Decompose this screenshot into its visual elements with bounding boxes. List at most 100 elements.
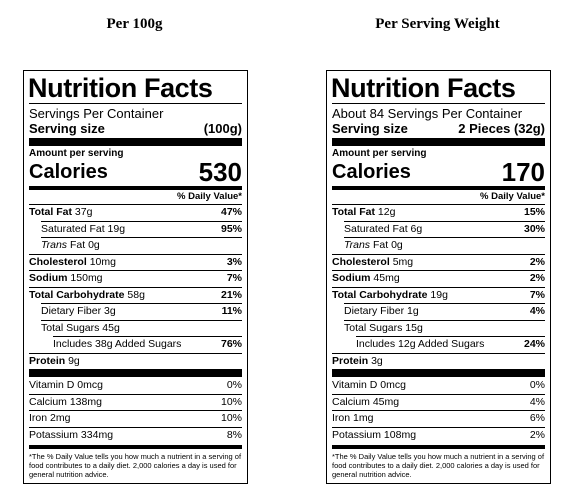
- vitamin-name: Vitamin D 0mcg: [29, 379, 103, 391]
- nutrition-label-per-serving: Nutrition Facts About 84 Servings Per Co…: [326, 70, 551, 484]
- nutrient-name: Cholesterol: [29, 255, 87, 268]
- nutrition-facts-title: Nutrition Facts: [28, 73, 213, 103]
- nutrient-dv: 3%: [226, 255, 242, 268]
- medium-divider: [332, 445, 545, 449]
- nutrient-name: Total Sugars 15g: [344, 321, 423, 334]
- nutrient-dv: 24%: [523, 338, 545, 350]
- vitamin-name: Calcium 138mg: [29, 395, 102, 408]
- vitamin-name: Calcium 45mg: [332, 395, 400, 408]
- calories-value: 170: [501, 157, 545, 187]
- serving-size-label: Serving size: [29, 121, 105, 136]
- nutrient-name: Cholesterol: [332, 255, 390, 268]
- vitamin-name: Potassium 334mg: [29, 428, 114, 441]
- calories-label: Calories: [332, 161, 411, 183]
- nutrient-name: Total Sugars 45g: [41, 321, 120, 334]
- nutrient-name: Saturated Fat 6g: [344, 222, 423, 235]
- nutrient-amount: 37g: [74, 206, 93, 218]
- nutrient-amount: 3g: [371, 354, 383, 367]
- vitamin-name: Potassium 108mg: [332, 428, 417, 441]
- nutrient-row-total-fat: Total Fat 12g 15%: [332, 204, 545, 221]
- nutrient-row-total-carbohydrate: Total Carbohydrate 19g 7%: [332, 286, 545, 304]
- serving-size-value: 2 Pieces (32g): [458, 121, 545, 136]
- thick-divider: [29, 369, 242, 377]
- nutrient-row-sodium: Sodium 150mg 7%: [29, 270, 242, 287]
- thick-divider: [29, 138, 242, 146]
- divider: [29, 103, 242, 104]
- nutrient-row-saturated-fat: Saturated Fat 6g 30%: [344, 220, 545, 238]
- vitamin-row: Calcium 45mg 4%: [332, 393, 545, 411]
- nutrient-name: Sodium: [29, 272, 68, 284]
- vitamin-row: Potassium 108mg 2%: [332, 426, 545, 444]
- nutrient-dv: 4%: [529, 305, 545, 317]
- medium-divider: [29, 186, 242, 190]
- nutrient-amount: 150mg: [70, 272, 103, 284]
- nutrient-amount: Fat 0g: [370, 239, 403, 251]
- nutrient-name: Trans: [41, 239, 68, 251]
- vitamin-row: Vitamin D 0mcg 0%: [332, 378, 545, 394]
- calories-label: Calories: [29, 161, 108, 183]
- nutrient-row-total-sugars: Total Sugars 15g: [344, 319, 545, 337]
- nutrient-name: Dietary Fiber 1g: [344, 305, 419, 317]
- vitamin-dv: 10%: [220, 395, 242, 408]
- vitamin-dv: 6%: [529, 412, 545, 424]
- nutrient-row-protein: Protein 9g: [29, 352, 242, 370]
- nutrient-row-dietary-fiber: Dietary Fiber 3g 11%: [41, 303, 242, 320]
- vitamin-dv: 2%: [529, 428, 545, 441]
- nutrient-row-dietary-fiber: Dietary Fiber 1g 4%: [344, 303, 545, 320]
- serving-size-row: Serving size (100g): [29, 121, 242, 136]
- vitamin-dv: 8%: [226, 428, 242, 441]
- vitamin-row: Iron 1mg 6%: [332, 410, 545, 427]
- nutrient-name: Includes 38g Added Sugars: [53, 338, 182, 350]
- nutrient-name: Total Fat: [332, 206, 375, 218]
- nutrient-name: Dietary Fiber 3g: [41, 305, 116, 317]
- nutrient-row-total-fat: Total Fat 37g 47%: [29, 204, 242, 221]
- vitamin-dv: 0%: [226, 379, 242, 391]
- vitamin-row: Calcium 138mg 10%: [29, 393, 242, 411]
- serving-size-row: Serving size 2 Pieces (32g): [332, 121, 545, 136]
- nutrient-row-cholesterol: Cholesterol 10mg 3%: [29, 253, 242, 271]
- vitamin-row: Potassium 334mg 8%: [29, 426, 242, 444]
- vitamin-name: Iron 2mg: [29, 412, 71, 424]
- nutrient-dv: 95%: [220, 222, 242, 235]
- column-heading-per-serving: Per Serving Weight: [375, 16, 500, 32]
- amount-per-serving: Amount per serving: [332, 148, 427, 159]
- vitamin-dv: 0%: [529, 379, 545, 391]
- footnote: *The % Daily Value tells you how much a …: [29, 452, 242, 479]
- nutrient-dv: 21%: [220, 288, 242, 301]
- nutrient-dv: 15%: [523, 206, 545, 218]
- nutrient-row-cholesterol: Cholesterol 5mg 2%: [332, 253, 545, 271]
- nutrient-row-total-sugars: Total Sugars 45g: [41, 319, 242, 337]
- nutrient-amount: 58g: [127, 288, 145, 301]
- daily-value-header: % Daily Value*: [177, 191, 242, 202]
- nutrient-amount: 10mg: [89, 255, 116, 268]
- nutrient-name: Sodium: [332, 272, 371, 284]
- footnote: *The % Daily Value tells you how much a …: [332, 452, 545, 479]
- nutrient-row-saturated-fat: Saturated Fat 19g 95%: [41, 220, 242, 238]
- calories-row: Calories 530: [29, 159, 242, 185]
- nutrient-dv: 7%: [529, 288, 545, 301]
- medium-divider: [29, 445, 242, 449]
- nutrient-row-added-sugars: Includes 38g Added Sugars 76%: [53, 336, 242, 353]
- nutrient-row-sodium: Sodium 45mg 2%: [332, 270, 545, 287]
- vitamin-dv: 4%: [529, 395, 545, 408]
- nutrient-dv: 76%: [220, 338, 242, 350]
- servings-per-container: Servings Per Container: [29, 106, 164, 121]
- nutrient-row-trans-fat: Trans Fat 0g: [344, 237, 545, 254]
- serving-size-label: Serving size: [332, 121, 408, 136]
- nutrient-name: Total Fat: [29, 206, 72, 218]
- nutrient-name: Trans: [344, 239, 371, 251]
- nutrient-name: Includes 12g Added Sugars: [356, 338, 485, 350]
- nutrient-row-trans-fat: Trans Fat 0g: [41, 237, 242, 254]
- servings-per-container: About 84 Servings Per Container: [332, 106, 523, 121]
- nutrient-name: Protein: [332, 354, 369, 367]
- nutrient-row-added-sugars: Includes 12g Added Sugars 24%: [356, 336, 545, 353]
- nutrient-dv: 2%: [529, 272, 545, 284]
- thick-divider: [332, 138, 545, 146]
- nutrient-dv: 2%: [529, 255, 545, 268]
- thick-divider: [332, 369, 545, 377]
- divider: [332, 103, 545, 104]
- daily-value-header: % Daily Value*: [480, 191, 545, 202]
- vitamin-row: Iron 2mg 10%: [29, 410, 242, 427]
- serving-size-value: (100g): [203, 121, 242, 136]
- nutrient-dv: 11%: [221, 305, 242, 317]
